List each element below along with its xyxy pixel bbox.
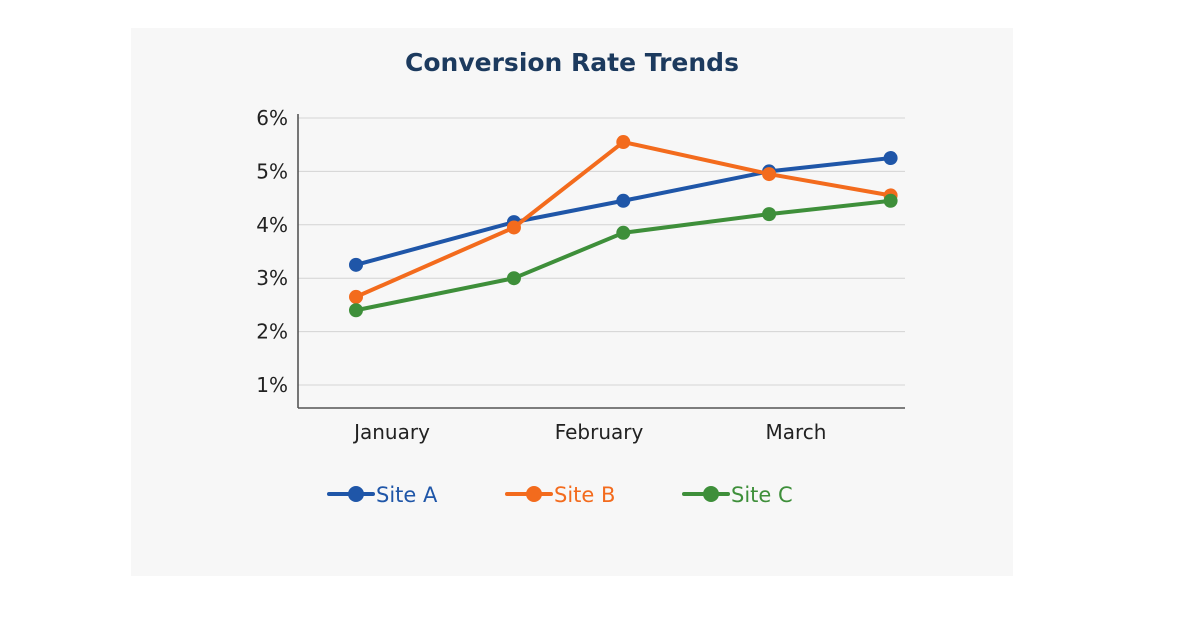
y-tick-label: 6%	[256, 106, 288, 130]
y-tick-label: 3%	[256, 266, 288, 290]
x-tick-label: January	[352, 420, 430, 444]
x-tick-label: March	[766, 420, 827, 444]
data-point	[616, 193, 631, 208]
x-tick-label: February	[555, 420, 644, 444]
data-point	[616, 135, 631, 150]
data-point	[616, 225, 631, 240]
data-point	[762, 207, 777, 222]
data-point	[349, 289, 363, 304]
legend-swatch-marker	[348, 486, 364, 502]
line-chart: Conversion Rate Trends 1% 2% 3% 4% 5% 6% Janu…	[256, 48, 905, 507]
data-point	[349, 257, 363, 272]
y-tick-label: 2%	[256, 320, 288, 344]
legend-item: Site B	[505, 483, 615, 507]
chart-title: Conversion Rate Trends	[405, 48, 739, 77]
y-tick-label: 1%	[256, 373, 288, 397]
legend-label: Site A	[376, 483, 438, 507]
data-point	[506, 220, 521, 235]
data-point	[349, 303, 363, 318]
data-point	[883, 193, 898, 208]
chart-card: Conversion Rate Trends 1% 2% 3% 4% 5% 6% Janu…	[131, 28, 1013, 576]
legend-swatch-marker	[703, 486, 719, 502]
legend-item: Site A	[327, 483, 438, 507]
data-point	[506, 271, 521, 286]
data-point	[762, 167, 777, 182]
legend-label: Site C	[731, 483, 793, 507]
y-tick-label: 5%	[256, 159, 288, 183]
y-tick-label: 4%	[256, 213, 288, 237]
legend-swatch-marker	[526, 486, 542, 502]
data-point	[883, 151, 898, 166]
legend-item: Site C	[682, 483, 793, 507]
legend-label: Site B	[554, 483, 615, 507]
series-line	[354, 198, 893, 313]
